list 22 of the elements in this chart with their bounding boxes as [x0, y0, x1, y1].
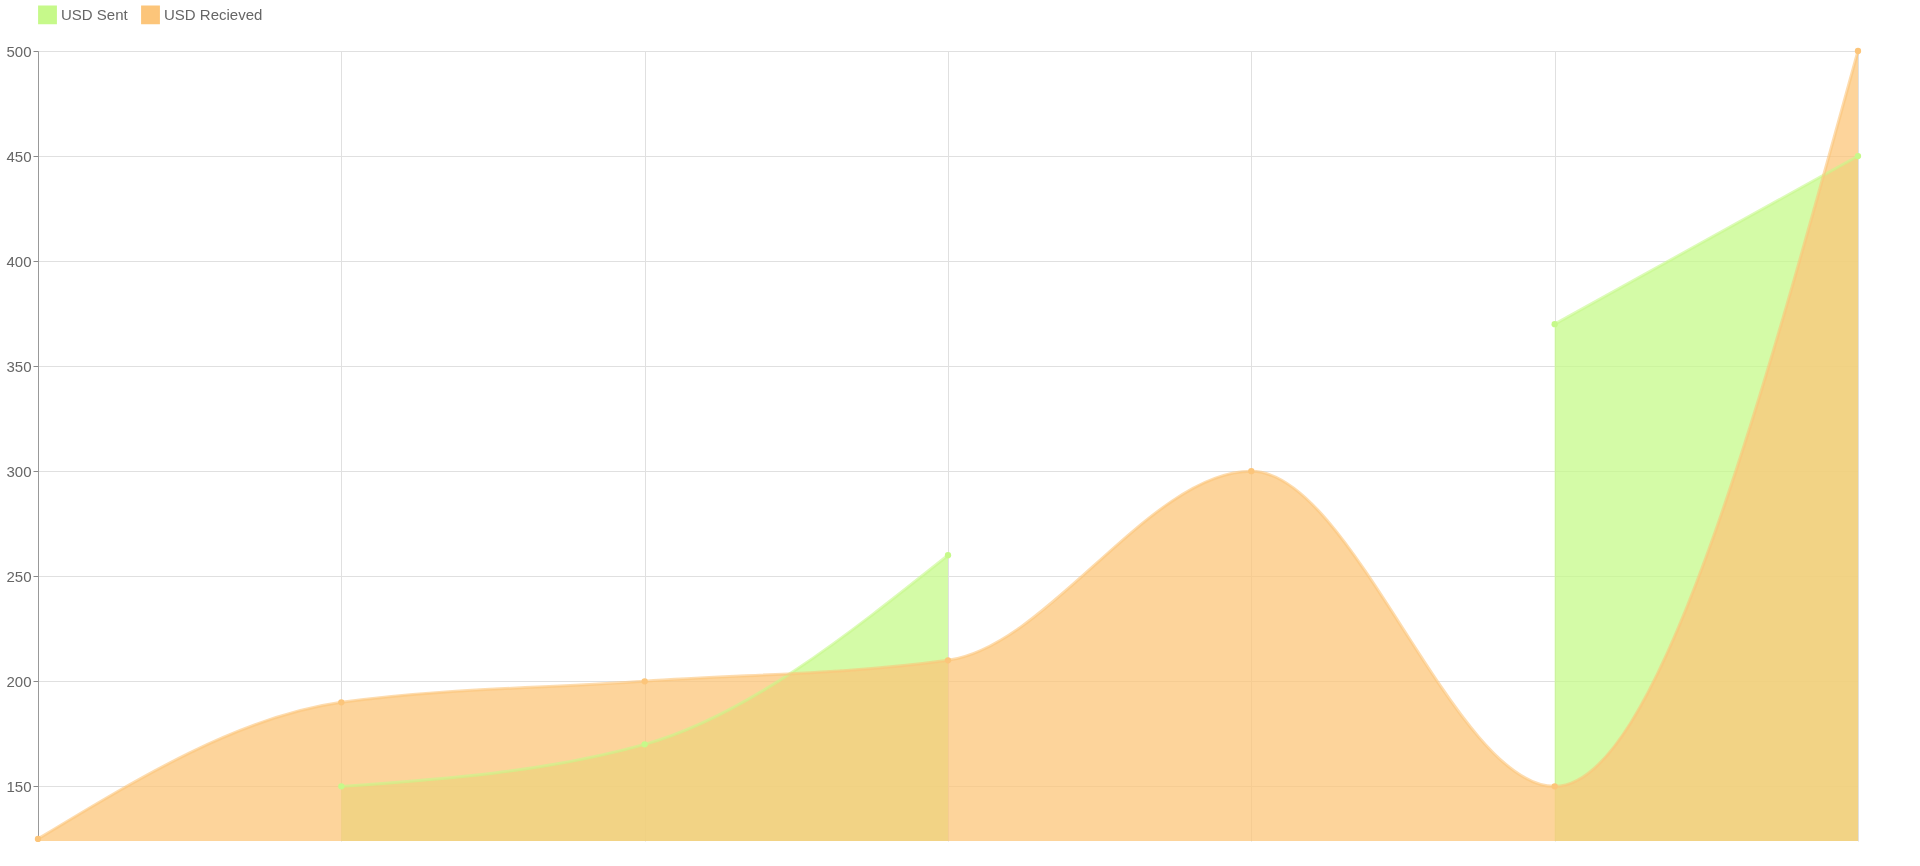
y-tick-label: 450: [6, 147, 32, 165]
y-tick-label: 350: [6, 357, 32, 375]
y-tick-label: 300: [6, 462, 32, 480]
point: [1854, 47, 1862, 55]
legend-label: USD Recieved: [164, 5, 263, 23]
y-tick-label: 200: [6, 672, 32, 690]
y-tick-label: 150: [6, 777, 32, 795]
point: [1248, 468, 1255, 475]
point: [641, 741, 648, 748]
point: [1854, 152, 1862, 160]
y-tick-label: 400: [6, 252, 32, 270]
point: [338, 783, 345, 790]
point: [1551, 783, 1558, 790]
point: [34, 835, 42, 843]
point: [1551, 320, 1558, 328]
point: [944, 552, 952, 559]
legend-label: USD Sent: [61, 5, 129, 23]
point: [944, 657, 952, 664]
point: [641, 678, 648, 685]
y-tick-label: 250: [6, 567, 32, 585]
y-tick-label: 500: [6, 42, 32, 60]
point: [338, 699, 345, 706]
